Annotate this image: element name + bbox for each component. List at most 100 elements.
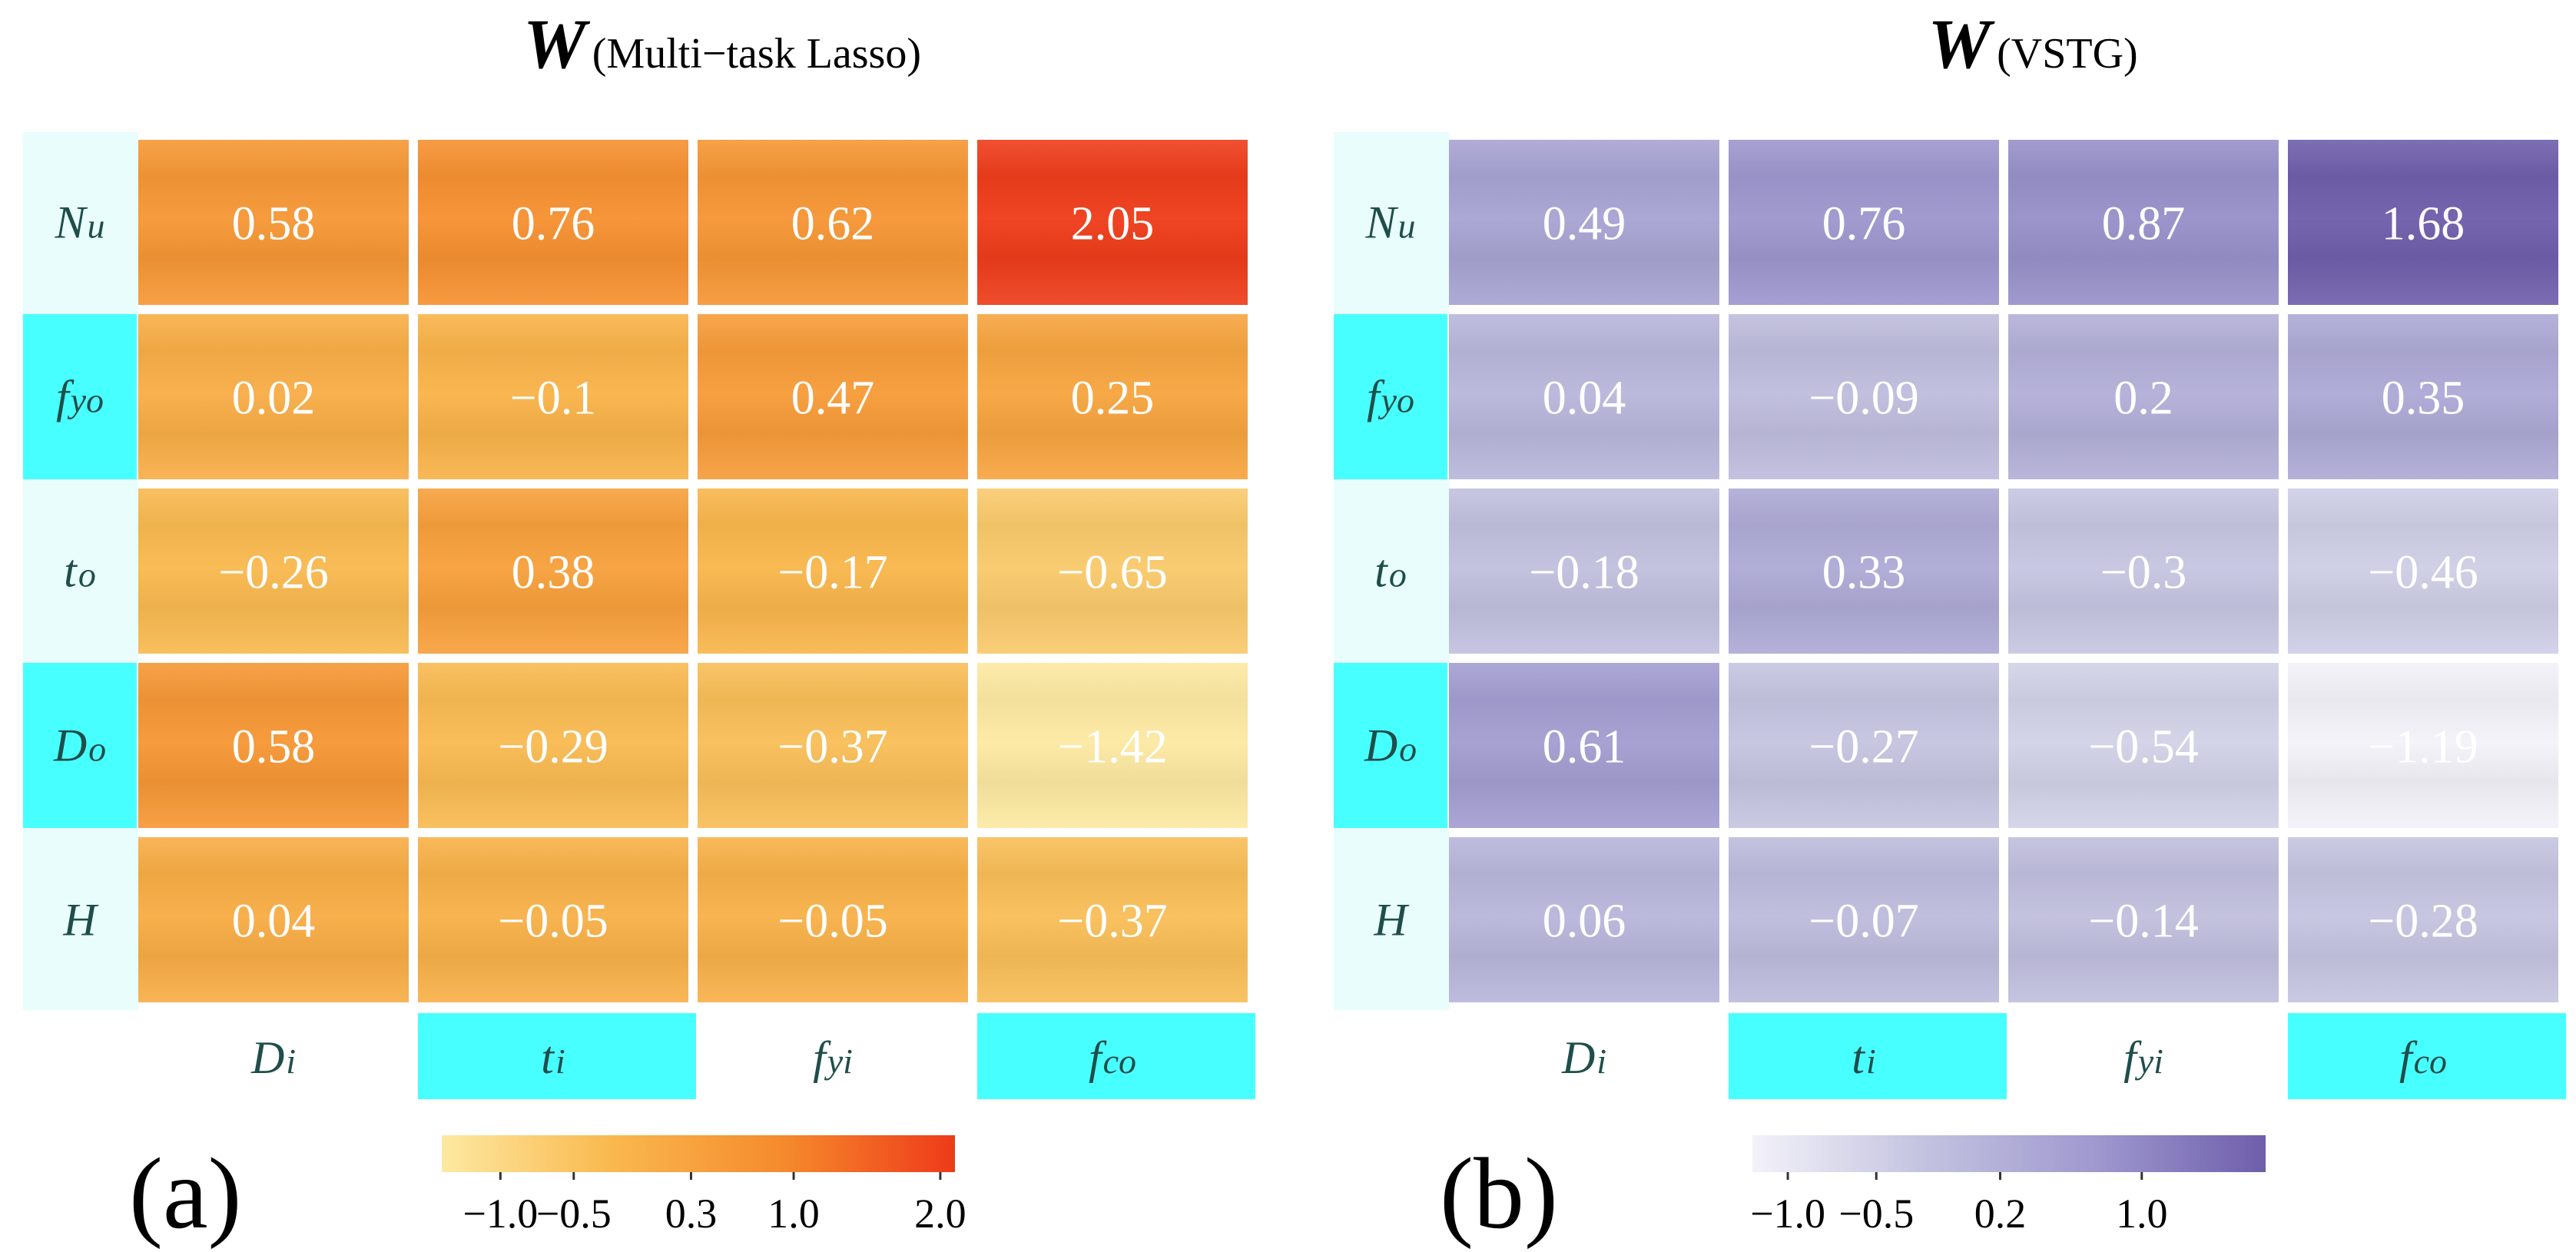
cell-value-label: −0.05 xyxy=(777,896,887,948)
cell-value-label: 0.02 xyxy=(232,373,316,425)
cell-value-label: −0.14 xyxy=(2088,896,2198,948)
row-label-symbol: H xyxy=(1373,895,1410,946)
cell-value-label: −0.29 xyxy=(498,721,608,773)
heatmap-cell xyxy=(2008,314,2279,479)
row-label-symbol: t xyxy=(64,546,78,597)
cell-value-label: 0.06 xyxy=(1543,896,1626,948)
row-label: H xyxy=(1373,895,1410,946)
column-label: ti xyxy=(541,1032,565,1083)
heatmap-cell xyxy=(2288,314,2558,479)
row-label-subscript: u xyxy=(88,207,105,246)
row-label-subscript: o xyxy=(1389,555,1407,595)
row-label-subscript: yo xyxy=(1378,381,1414,420)
heatmap-cell xyxy=(1729,314,1999,479)
column-label-symbol: t xyxy=(541,1032,555,1083)
column-label: Di xyxy=(1561,1032,1606,1083)
row-label-symbol: H xyxy=(62,895,99,946)
row-label: fyo xyxy=(1367,372,1414,422)
heatmap-cell xyxy=(418,837,688,1002)
column-label-subscript: yi xyxy=(824,1042,853,1081)
cell-value-label: −0.09 xyxy=(1809,373,1918,425)
column-label-subscript: i xyxy=(286,1042,296,1081)
column-highlight xyxy=(1729,1013,2007,1099)
heatmap-cell xyxy=(1449,140,1719,305)
heatmap-cell xyxy=(2288,663,2558,828)
chart-title: W (VSTG) xyxy=(1928,5,2137,83)
heatmap-cell xyxy=(977,837,1248,1002)
column-label-symbol: t xyxy=(1852,1032,1865,1083)
column-label: fyi xyxy=(2123,1032,2163,1083)
cell-value-label: 0.58 xyxy=(232,198,316,250)
cell-value-label: −0.46 xyxy=(2368,547,2478,599)
cell-value-label: −0.65 xyxy=(1057,547,1167,599)
row-label-symbol: N xyxy=(54,197,88,248)
colorbar xyxy=(442,1135,955,1172)
heatmap-cell xyxy=(1729,837,1999,1002)
column-label-subscript: co xyxy=(1103,1042,1136,1081)
heatmap-cell xyxy=(698,140,968,305)
cell-value-label: 0.76 xyxy=(512,198,595,250)
cell-value-label: 0.87 xyxy=(2102,198,2186,250)
cell-value-label: 0.2 xyxy=(2114,373,2173,425)
cell-value-label: −1.42 xyxy=(1057,721,1167,773)
cell-value-label: 2.05 xyxy=(1071,198,1155,250)
column-label-symbol: D xyxy=(1561,1032,1595,1083)
colorbar-tick-label: 0.2 xyxy=(1974,1191,2027,1237)
colorbar-tick-label: −0.5 xyxy=(1838,1191,1914,1237)
title-matrix-symbol: W xyxy=(1928,5,1995,83)
row-label: to xyxy=(64,546,96,597)
column-label-subscript: i xyxy=(555,1042,565,1081)
heatmap-cell xyxy=(698,663,968,828)
heatmap-cell xyxy=(1449,314,1719,479)
colorbar-tick-label: 0.3 xyxy=(665,1191,718,1237)
cell-value-label: −0.26 xyxy=(218,547,328,599)
cell-value-label: −0.05 xyxy=(498,896,608,948)
cell-value-label: −0.1 xyxy=(510,373,596,425)
heatmap-cell xyxy=(1729,489,1999,654)
cell-value-label: 0.04 xyxy=(232,896,316,948)
cell-value-label: 0.33 xyxy=(1822,547,1906,599)
cell-value-label: 0.04 xyxy=(1543,373,1626,425)
heatmap-cell xyxy=(138,663,409,828)
row-label: Do xyxy=(53,720,106,771)
row-highlight xyxy=(1334,314,1447,479)
heatmap-cell xyxy=(1729,663,1999,828)
title-method: (VSTG) xyxy=(1997,30,2138,78)
panel-label: (a) xyxy=(129,1137,242,1250)
cell-value-label: −0.3 xyxy=(2100,547,2186,599)
colorbar-tick-label: 1.0 xyxy=(2116,1191,2168,1237)
heatmap-cell xyxy=(698,314,968,479)
heatmap-cell xyxy=(2288,489,2558,654)
cell-value-label: 0.35 xyxy=(2382,373,2465,425)
heatmap-cell xyxy=(2008,663,2279,828)
cell-value-label: −0.28 xyxy=(2368,896,2478,948)
column-label: Di xyxy=(250,1032,296,1083)
cell-value-label: 0.47 xyxy=(791,373,875,425)
cell-value-label: −0.27 xyxy=(1809,721,1918,773)
heatmap-cell xyxy=(1449,489,1719,654)
row-highlight xyxy=(1334,663,1447,828)
row-label: H xyxy=(62,895,99,946)
heatmap-cell xyxy=(1729,140,1999,305)
heatmap-cell xyxy=(977,663,1248,828)
cell-value-label: −0.17 xyxy=(777,547,887,599)
column-highlight xyxy=(418,1013,696,1099)
colorbar-tick-label: −0.5 xyxy=(536,1191,612,1237)
cell-value-label: 0.49 xyxy=(1543,198,1626,250)
cell-value-label: 0.38 xyxy=(512,547,595,599)
heatmap-cell xyxy=(418,489,688,654)
colorbar xyxy=(1752,1135,2266,1172)
row-label: Nu xyxy=(54,197,104,248)
heatmap-cell xyxy=(977,489,1248,654)
column-label-subscript: i xyxy=(1596,1042,1606,1081)
heatmap-cell xyxy=(418,140,688,305)
row-label-subscript: o xyxy=(1399,730,1417,769)
heatmap-cell xyxy=(1449,663,1719,828)
column-label-subscript: co xyxy=(2414,1042,2447,1081)
cell-value-label: −0.37 xyxy=(1057,896,1167,948)
chart-title: W (Multi−task Lasso) xyxy=(523,5,921,83)
panel-label: (b) xyxy=(1440,1137,1558,1250)
